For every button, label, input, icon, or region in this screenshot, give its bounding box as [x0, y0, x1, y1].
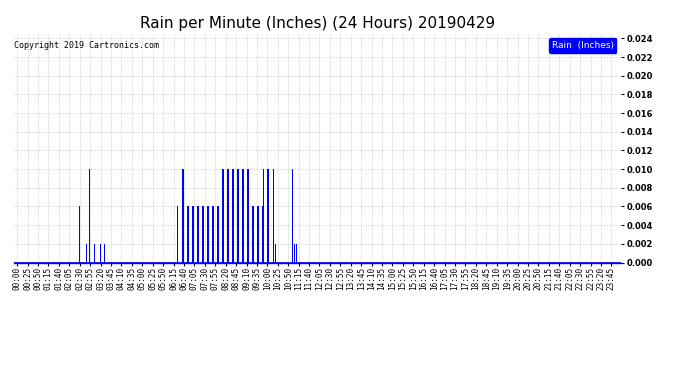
Legend: Rain  (Inches): Rain (Inches)	[549, 38, 616, 53]
Text: Copyright 2019 Cartronics.com: Copyright 2019 Cartronics.com	[14, 40, 159, 50]
Title: Rain per Minute (Inches) (24 Hours) 20190429: Rain per Minute (Inches) (24 Hours) 2019…	[140, 16, 495, 31]
